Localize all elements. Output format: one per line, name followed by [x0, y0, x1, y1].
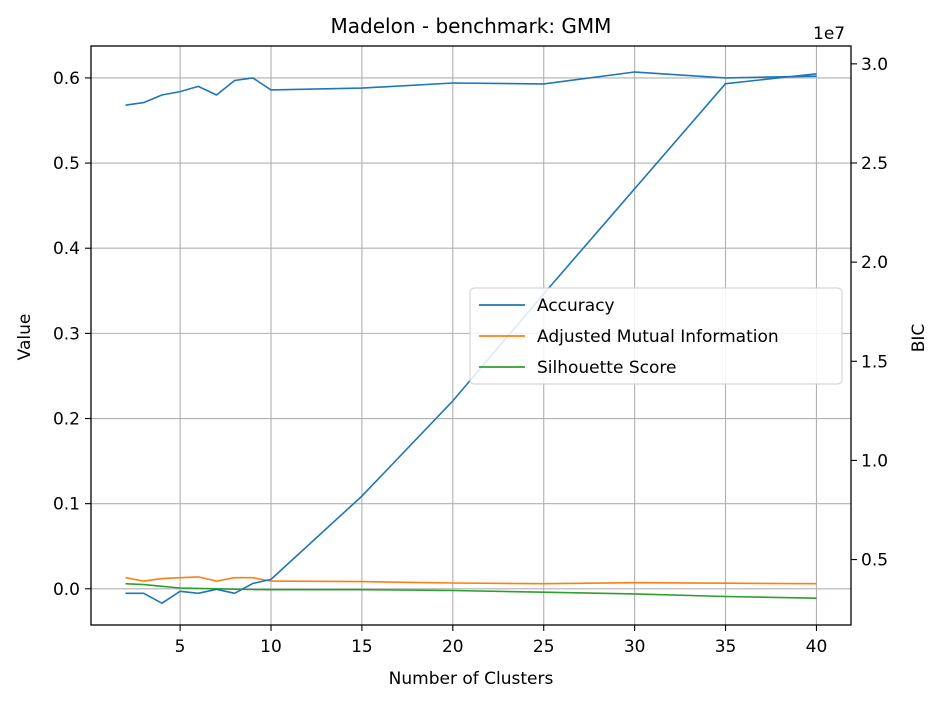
- x-tick-label: 20: [442, 637, 464, 657]
- y-tick-label: 0.4: [53, 239, 80, 259]
- y2-tick-label: 1.0: [861, 451, 888, 471]
- y2-axis-label: BIC: [909, 324, 929, 353]
- x-tick-label: 30: [624, 637, 646, 657]
- y-tick-label: 0.6: [53, 69, 80, 89]
- y-axis-left: 0.0 0.1 0.2 0.3 0.4 0.5 0.6: [53, 69, 91, 600]
- y2-tick-label: 0.5: [861, 551, 888, 571]
- x-axis-label: Number of Clusters: [389, 669, 554, 689]
- y2-tick-label: 2.0: [861, 253, 888, 273]
- y2-tick-label: 1.5: [861, 352, 888, 372]
- y-tick-label: 0.3: [53, 324, 80, 344]
- x-axis: 5 10 15 20 25 30 35 40: [175, 625, 828, 657]
- series-line-0: [125, 71, 817, 106]
- x-tick-label: 5: [175, 637, 186, 657]
- x-tick-label: 25: [533, 637, 555, 657]
- y-tick-label: 0.2: [53, 410, 80, 430]
- series-line-2: [125, 582, 817, 599]
- y-axis-right: 0.5 1.0 1.5 2.0 2.5 3.0: [851, 55, 888, 571]
- x-tick-label: 10: [260, 637, 282, 657]
- x-tick-label: 15: [351, 637, 373, 657]
- series-line-3: [125, 73, 817, 605]
- y2-offset-label: 1e7: [813, 24, 845, 44]
- series-line-1: [125, 576, 817, 585]
- y-tick-label: 0.1: [53, 495, 80, 515]
- x-tick-label: 35: [715, 637, 737, 657]
- y-tick-label: 0.5: [53, 154, 80, 174]
- legend: Accuracy Adjusted Mutual Information Silho…: [469, 287, 843, 385]
- legend-label: Silhouette Score: [537, 358, 676, 378]
- plot-frame: [90, 45, 852, 626]
- y-axis-label: Value: [15, 314, 35, 361]
- legend-label: Accuracy: [537, 296, 615, 316]
- x-tick-label: 40: [806, 637, 828, 657]
- plot-lines: [125, 71, 817, 605]
- y-tick-label: 0.0: [53, 580, 80, 600]
- legend-box: [469, 287, 843, 385]
- chart-title: Madelon - benchmark: GMM: [331, 14, 612, 38]
- y2-tick-label: 2.5: [861, 154, 888, 174]
- y2-tick-label: 3.0: [861, 55, 888, 75]
- legend-label: Adjusted Mutual Information: [537, 327, 779, 347]
